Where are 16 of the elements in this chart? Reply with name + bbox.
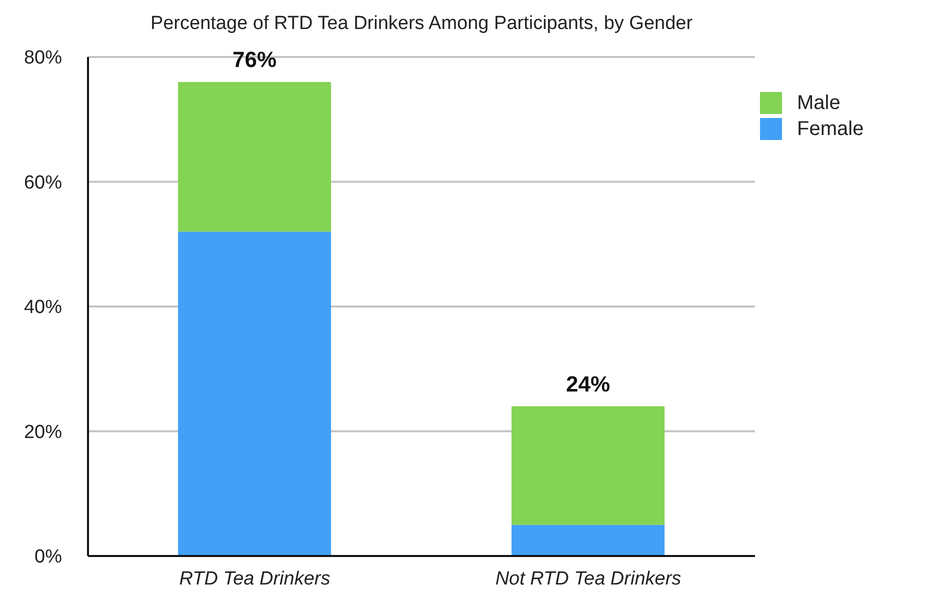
y-tick-label: 20% — [24, 422, 62, 443]
total-label: 24% — [566, 371, 610, 396]
bar — [178, 82, 332, 232]
x-tick-label: RTD Tea Drinkers — [179, 568, 331, 590]
bar — [512, 524, 665, 556]
y-tick-label: 0% — [34, 546, 62, 568]
y-tick-label: 60% — [24, 172, 62, 194]
x-tick-label: Not RTD Tea Drinkers — [495, 568, 682, 590]
legend-label: Female — [797, 118, 864, 140]
y-tick-label: 80% — [24, 48, 62, 69]
bar — [512, 406, 665, 525]
legend-label: Male — [797, 92, 840, 114]
y-tick-label: 40% — [24, 297, 62, 318]
bar — [178, 232, 332, 556]
total-label: 76% — [232, 46, 277, 72]
chart-title: Percentage of RTD Tea Drinkers Among Participants, by Gender — [149, 12, 694, 36]
